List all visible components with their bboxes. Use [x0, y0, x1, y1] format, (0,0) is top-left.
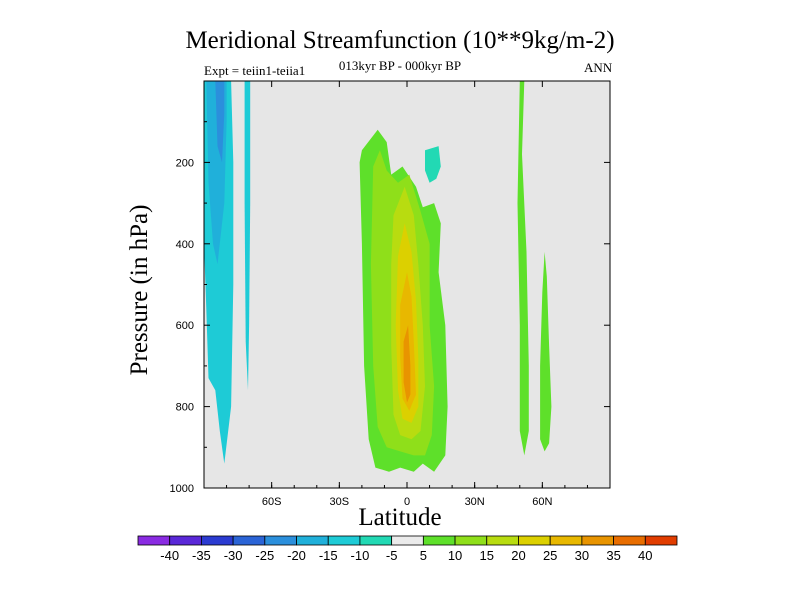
colorbar-box	[391, 535, 424, 546]
colorbar-box	[296, 535, 329, 546]
y-tick-label: 600	[176, 320, 194, 332]
colorbar-box	[232, 535, 266, 546]
axes: 60S 30S 0 30N 60N 200 400 600 800 1000	[170, 80, 611, 508]
contour-region-2	[215, 81, 225, 163]
x-axis-label: Latitude	[358, 504, 442, 531]
colorbar-box	[201, 535, 234, 546]
colorbar-label: -20	[287, 548, 306, 563]
colorbar-label: -40	[160, 548, 179, 563]
colorbar-label: -10	[351, 548, 370, 563]
colorbar-label: 40	[638, 548, 652, 563]
colorbar-box	[169, 535, 202, 546]
plot-area	[204, 81, 610, 488]
colorbar-label: -35	[192, 548, 211, 563]
contour-region-9	[403, 325, 411, 403]
colorbar-label: 15	[480, 548, 494, 563]
colorbar-label: 35	[606, 548, 620, 563]
colorbar-label: 30	[575, 548, 589, 563]
y-tick-label: 400	[176, 239, 194, 251]
experiment-label: Expt = teiin1-teiia1	[204, 63, 306, 78]
colorbar-box	[549, 535, 583, 546]
colorbar-box	[518, 535, 551, 546]
colorbar-label: -15	[319, 548, 338, 563]
colorbar-box	[264, 535, 297, 546]
x-tick-label: 30N	[465, 496, 485, 508]
x-tick-label: 30S	[330, 496, 350, 508]
x-tick-label: 60S	[262, 496, 282, 508]
contour-region-3	[244, 81, 251, 391]
y-tick-label: 800	[176, 402, 194, 414]
y-tick-label: 200	[176, 157, 194, 169]
colorbar-box	[581, 535, 614, 546]
colorbar-label: 25	[543, 548, 557, 563]
colorbar-box	[644, 535, 678, 546]
contour-region-11	[517, 81, 529, 456]
colorbar-box	[327, 535, 361, 546]
colorbar-box	[454, 535, 488, 546]
chart-title: Meridional Streamfunction (10**9kg/m-2)	[185, 27, 615, 54]
colorbar-label: -25	[255, 548, 274, 563]
colorbar-label: 20	[511, 548, 525, 563]
contour-region-10	[425, 146, 441, 183]
y-tick-label: 1000	[170, 483, 194, 495]
colorbar-box	[359, 535, 393, 546]
colorbar-label: 5	[420, 548, 427, 563]
season-label: ANN	[584, 60, 613, 75]
colorbar-box	[613, 535, 646, 546]
colorbar-label: 10	[448, 548, 462, 563]
colorbar-label: -30	[224, 548, 243, 563]
x-tick-label: 0	[404, 496, 410, 508]
colorbar: -40 -35 -30 -25 -20 -15 -10 -5 5 10 15 20 25 30 35 40	[137, 535, 678, 563]
x-tick-label: 60N	[532, 496, 552, 508]
contour-region-12	[540, 251, 552, 452]
colorbar-box	[486, 535, 519, 546]
colorbar-box	[422, 535, 456, 546]
colorbar-label: -5	[386, 548, 398, 563]
colorbar-box	[137, 535, 171, 546]
chart-subtitle: 013kyr BP - 000kyr BP	[338, 58, 462, 73]
